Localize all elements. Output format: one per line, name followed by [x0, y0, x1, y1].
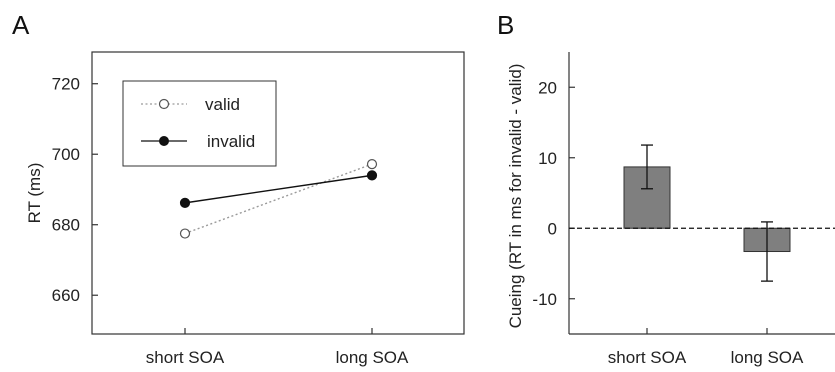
panel-b-y-tick-label: -10 — [532, 290, 557, 309]
point-valid-0 — [179, 228, 191, 239]
legend-invalid-marker — [159, 136, 169, 146]
panel-b-x-tick-label: short SOA — [608, 348, 687, 367]
panel-a-x-ticks: short SOA long SOA — [146, 328, 409, 367]
panel-b-y-axis-label: Cueing (RT in ms for invalid - valid) — [506, 64, 525, 329]
panel-b-x-tick-label: long SOA — [731, 348, 804, 367]
panel-b: B -10 0 10 20 short SOA long SOA Cueing (RT … — [497, 10, 835, 367]
panel-b-bars — [623, 144, 791, 282]
panel-a-y-tick-label: 700 — [52, 145, 80, 164]
series-line-valid — [184, 163, 373, 235]
panel-b-y-tick-label: 10 — [538, 149, 557, 168]
point-invalid-1 — [366, 170, 378, 181]
legend-box — [122, 80, 277, 167]
series-line-invalid — [184, 174, 373, 204]
panel-a-y-tick-label: 660 — [52, 286, 80, 305]
legend-valid-label: valid — [205, 95, 240, 114]
panel-a-letter: A — [12, 10, 30, 40]
legend-invalid-label: invalid — [207, 132, 255, 151]
panel-b-x-ticks: short SOA long SOA — [608, 328, 804, 367]
panel-b-y-ticks: -10 0 10 20 — [532, 78, 575, 309]
legend-valid-marker — [158, 98, 170, 110]
point-valid-1 — [366, 158, 378, 170]
legend: valid invalid — [122, 80, 277, 167]
panel-a-series — [179, 158, 378, 239]
panel-a-frame — [91, 51, 465, 335]
panel-a: A 660 680 700 720 short SOA long SOA RT (ms)… — [12, 10, 465, 367]
panel-a-y-tick-label: 720 — [52, 75, 80, 94]
panel-b-y-tick-label: 0 — [548, 219, 557, 238]
panel-a-x-tick-label: short SOA — [146, 348, 225, 367]
panel-b-y-tick-label: 20 — [538, 78, 557, 97]
point-invalid-0 — [179, 197, 191, 208]
panel-a-y-ticks: 660 680 700 720 — [52, 75, 98, 305]
panel-a-x-tick-label: long SOA — [336, 348, 409, 367]
panel-a-y-axis-label: RT (ms) — [25, 163, 44, 224]
panel-b-letter: B — [497, 10, 514, 40]
panel-a-y-tick-label: 680 — [52, 216, 80, 235]
